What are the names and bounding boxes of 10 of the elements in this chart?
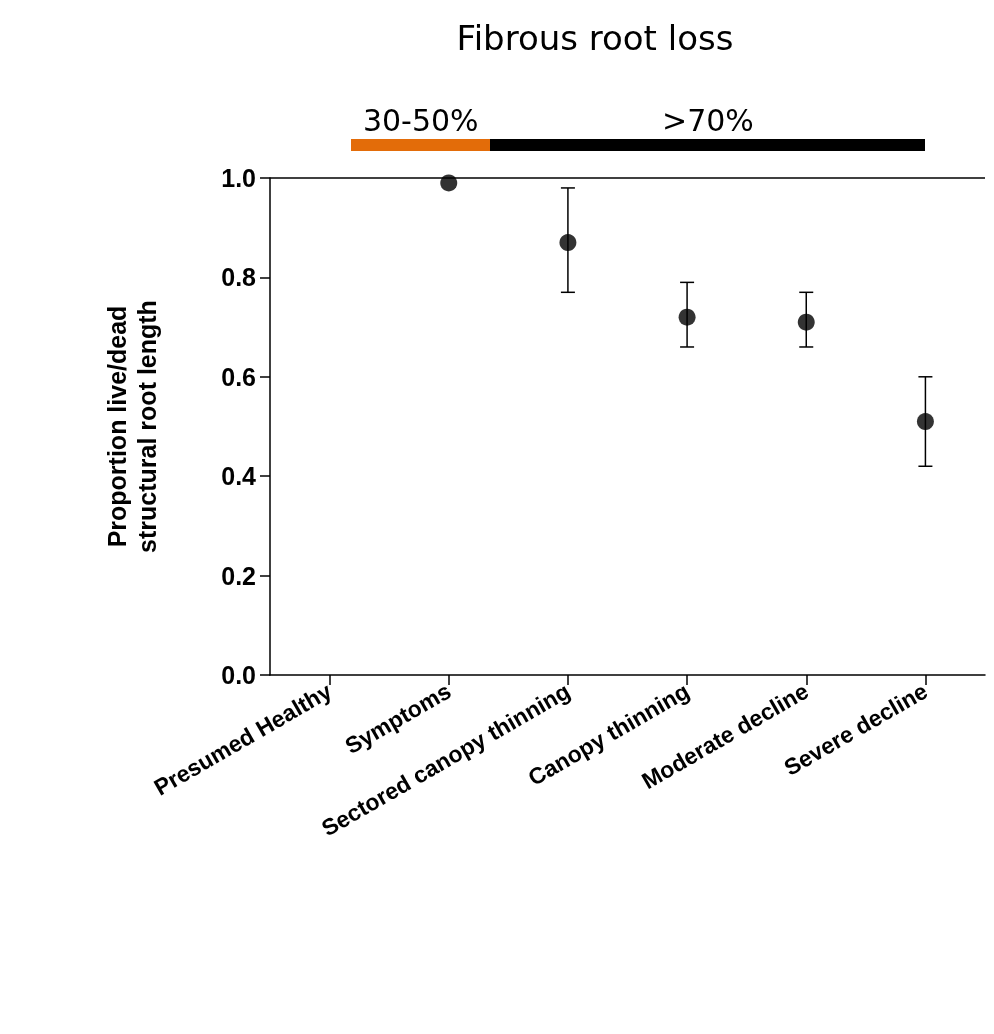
y-axis-title: Proportion live/dead structural root length — [103, 300, 161, 553]
y-tick-label: 0.8 — [221, 263, 257, 292]
y-tick-label: 0.0 — [221, 661, 256, 689]
y-tick-label: 0.4 — [221, 462, 257, 491]
chart-title: Fibrous root loss — [456, 18, 734, 58]
y-tick-label: 0.2 — [221, 561, 256, 590]
text: >70% — [662, 102, 754, 138]
y-tick-label: 1.0 — [221, 164, 256, 192]
text: 30-50% — [362, 102, 479, 138]
y-tick-label: 0.6 — [221, 362, 256, 391]
